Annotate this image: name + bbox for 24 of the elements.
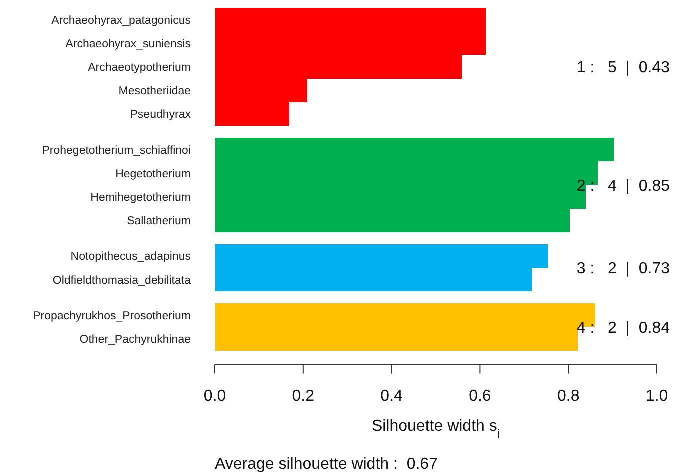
y-tick-label: Oldfieldthomasia_debilitata (52, 274, 192, 287)
y-tick-label: Archaeotypotherium (88, 62, 191, 74)
y-tick-label: Sallatherium (127, 216, 191, 228)
x-axis-title: Silhouette width s$_{i}$ (372, 418, 500, 441)
y-tick-label: Pseudhyrax (130, 109, 192, 122)
x-tick-label: 0.0 (204, 388, 226, 405)
x-tick-label: 0.6 (469, 388, 492, 405)
annotation: 1 : 5 | 0.43 (576, 60, 670, 77)
x-tick-label: 1.0 (646, 388, 668, 405)
y-tick-label: Prohegetotherium_schiaffinoi (42, 144, 191, 157)
y-tick-label: Other_Pachyrukhinae (80, 334, 191, 346)
y-tick-label: Propachyrukhos_Prosotherium (33, 310, 191, 322)
x-tick-label: 0.4 (380, 388, 404, 405)
y-tick-label: Archaeohyrax_patagonicus (52, 14, 192, 27)
y-tick-label: Mesotheriidae (118, 86, 191, 98)
x-tick-label: 0.2 (292, 388, 315, 405)
y-tick-label: Notopithecus_adapinus (70, 251, 192, 264)
annotation: 3 : 2 | 0.73 (576, 260, 670, 278)
text: Average silhouette width : 0.67 (215, 456, 438, 472)
y-tick-label: Hemihegetotherium (90, 192, 191, 204)
annotation: 2 : 4 | 0.85 (576, 178, 670, 195)
y-tick-label: Hegetotherium (116, 168, 191, 180)
y-tick-label: Archaeohyrax_suniensis (66, 38, 192, 50)
x-tick-label: 0.8 (557, 388, 580, 405)
